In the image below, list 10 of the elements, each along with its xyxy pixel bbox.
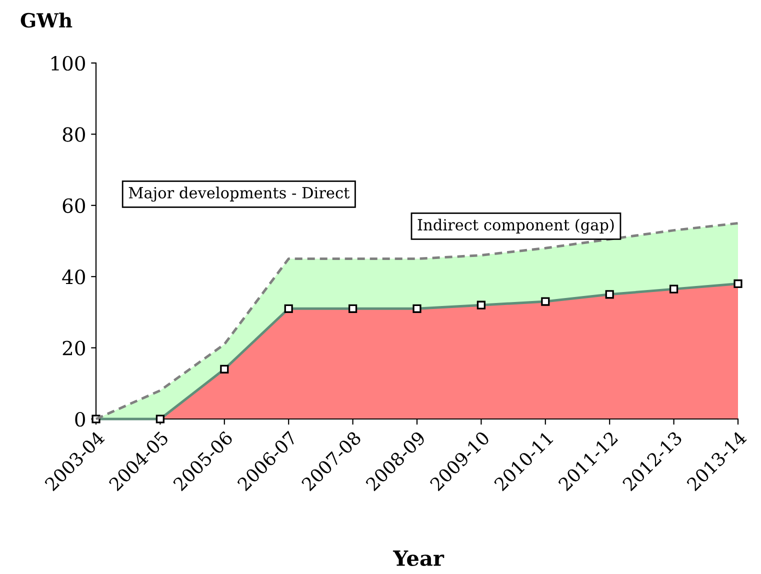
y-tick-label: 0 (75, 412, 85, 427)
text: Major developments - Direct (128, 186, 350, 202)
y-tick-label: 60 (62, 198, 85, 214)
y-tick-label: 80 (62, 127, 85, 142)
y-tick-label: 100 (52, 56, 85, 71)
y-tick-label: 40 (62, 270, 85, 284)
series-label: Indirect component (gap) (418, 218, 614, 234)
x-axis-title: Year (392, 550, 444, 566)
y-tick-label: 20 (62, 340, 85, 356)
y-axis-title: GWh (20, 12, 72, 28)
